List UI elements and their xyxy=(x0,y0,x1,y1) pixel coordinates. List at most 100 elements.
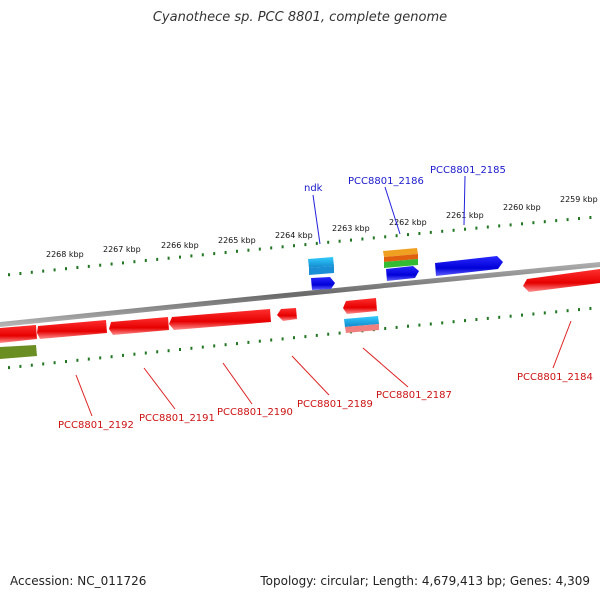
rna-feature[interactable] xyxy=(308,257,334,268)
gene-label-pcc8801-2190[interactable]: PCC8801_2190 xyxy=(217,407,293,418)
gene-feature[interactable] xyxy=(37,320,107,339)
ruler-minor-tick xyxy=(110,262,113,266)
ruler-minor-tick xyxy=(338,239,341,243)
gene-feature-olive[interactable] xyxy=(0,345,37,359)
ruler-minor-tick xyxy=(555,219,558,223)
ruler-minor-tick xyxy=(543,220,546,224)
ruler-minor-tick xyxy=(566,309,569,313)
ruler-minor-tick xyxy=(407,324,409,328)
ruler-minor-tick xyxy=(475,318,478,321)
ruler-minor-tick xyxy=(99,263,102,267)
ruler-minor-tick xyxy=(167,349,170,353)
gene-feature[interactable] xyxy=(169,309,271,330)
ruler-minor-tick xyxy=(578,308,580,312)
ruler-minor-tick xyxy=(133,260,136,264)
gene-feature[interactable] xyxy=(0,325,37,343)
ruler-minor-tick xyxy=(315,333,318,337)
ruler-minor-tick xyxy=(270,246,273,250)
gene-feature[interactable] xyxy=(109,317,169,335)
ruler-minor-tick xyxy=(384,235,387,239)
ruler-minor-tick xyxy=(452,228,455,232)
ruler-minor-tick xyxy=(464,227,466,231)
ruler-minor-tick xyxy=(327,240,330,244)
rna-feature[interactable] xyxy=(345,324,379,333)
ruler-minor-tick xyxy=(110,355,113,359)
leader-line xyxy=(463,175,466,226)
reverse-strand-genes xyxy=(0,269,600,359)
gene-feature[interactable] xyxy=(311,277,335,290)
ruler-minor-tick xyxy=(441,321,444,325)
genome-backbone xyxy=(0,262,600,327)
ruler-minor-tick xyxy=(509,314,512,318)
ruler-minor-tick xyxy=(486,316,489,320)
ruler-minor-tick xyxy=(543,311,546,315)
ruler-label: 2268 kbp xyxy=(46,250,84,259)
ruler-minor-tick xyxy=(486,225,489,229)
ruler-minor-tick xyxy=(156,257,159,261)
gene-feature[interactable] xyxy=(435,256,503,276)
ruler-minor-tick xyxy=(53,361,56,365)
ruler-minor-tick xyxy=(281,245,284,249)
ruler-minor-tick xyxy=(452,320,455,324)
ruler-minor-tick xyxy=(190,346,193,350)
ruler-minor-tick xyxy=(236,342,238,346)
leader-line xyxy=(552,320,572,369)
ruler-minor-tick xyxy=(30,363,33,367)
rna-feature[interactable] xyxy=(383,248,418,257)
ruler-label: 2259 kbp xyxy=(560,195,598,204)
ruler-minor-tick xyxy=(19,272,22,275)
gene-label-ndk[interactable]: ndk xyxy=(304,183,323,194)
ruler-minor-tick xyxy=(236,249,238,253)
ruler-minor-tick xyxy=(418,232,421,235)
leader-line xyxy=(384,186,401,235)
ruler-minor-tick xyxy=(87,357,90,361)
gene-label-pcc8801-2185[interactable]: PCC8801_2185 xyxy=(430,165,506,176)
rna-feature[interactable] xyxy=(309,266,334,275)
ruler-minor-tick xyxy=(361,237,364,241)
ruler-minor-tick xyxy=(65,267,67,271)
gene-label-pcc8801-2187[interactable]: PCC8801_2187 xyxy=(376,390,452,401)
ruler-minor-tick xyxy=(167,256,170,260)
rna-feature[interactable] xyxy=(384,254,418,262)
ruler-label: 2262 kbp xyxy=(389,218,427,227)
ruler-minor-tick xyxy=(144,259,147,262)
ruler-minor-tick xyxy=(53,268,56,272)
leader-line xyxy=(291,355,330,396)
gene-label-pcc8801-2189[interactable]: PCC8801_2189 xyxy=(297,399,373,410)
leader-line xyxy=(143,367,176,410)
ruler-minor-tick xyxy=(258,339,261,343)
upper-ruler-track xyxy=(8,216,592,277)
rna-feature[interactable] xyxy=(384,259,418,268)
gene-feature[interactable] xyxy=(277,308,297,321)
ruler-minor-tick xyxy=(441,229,444,233)
rna-feature[interactable] xyxy=(344,316,379,327)
ruler-minor-tick xyxy=(122,353,124,357)
ruler-minor-tick xyxy=(350,238,352,242)
gene-label-pcc8801-2192[interactable]: PCC8801_2192 xyxy=(58,420,134,431)
ruler-minor-tick xyxy=(201,253,204,257)
gene-label-pcc8801-2186[interactable]: PCC8801_2186 xyxy=(348,176,424,187)
ruler-minor-tick xyxy=(281,337,284,341)
ruler-minor-tick xyxy=(99,356,102,360)
gene-label-pcc8801-2191[interactable]: PCC8801_2191 xyxy=(139,413,215,424)
ruler-minor-tick xyxy=(338,331,341,335)
ruler-minor-tick xyxy=(213,252,216,256)
ruler-label: 2267 kbp xyxy=(103,245,141,254)
ruler-minor-tick xyxy=(589,216,592,219)
reverse-gene-labels: PCC8801_2192 PCC8801_2191 PCC8801_2190 P… xyxy=(58,372,593,431)
ruler-minor-tick xyxy=(521,313,523,317)
ruler-minor-tick xyxy=(213,344,216,348)
ruler-minor-tick xyxy=(8,273,10,277)
ruler-minor-tick xyxy=(293,244,295,248)
map-title: Cyanothece sp. PCC 8801, complete genome xyxy=(152,10,448,25)
gene-feature[interactable] xyxy=(343,298,377,314)
gene-feature[interactable] xyxy=(523,269,600,292)
gene-label-pcc8801-2184[interactable]: PCC8801_2184 xyxy=(517,372,593,383)
ruler-minor-tick xyxy=(133,352,136,356)
ruler-minor-tick xyxy=(42,269,45,273)
genome-stats: Topology: circular; Length: 4,679,413 bp… xyxy=(260,574,590,588)
ruler-minor-tick xyxy=(144,351,147,355)
ruler-minor-tick xyxy=(566,218,569,222)
gene-feature[interactable] xyxy=(386,266,419,281)
